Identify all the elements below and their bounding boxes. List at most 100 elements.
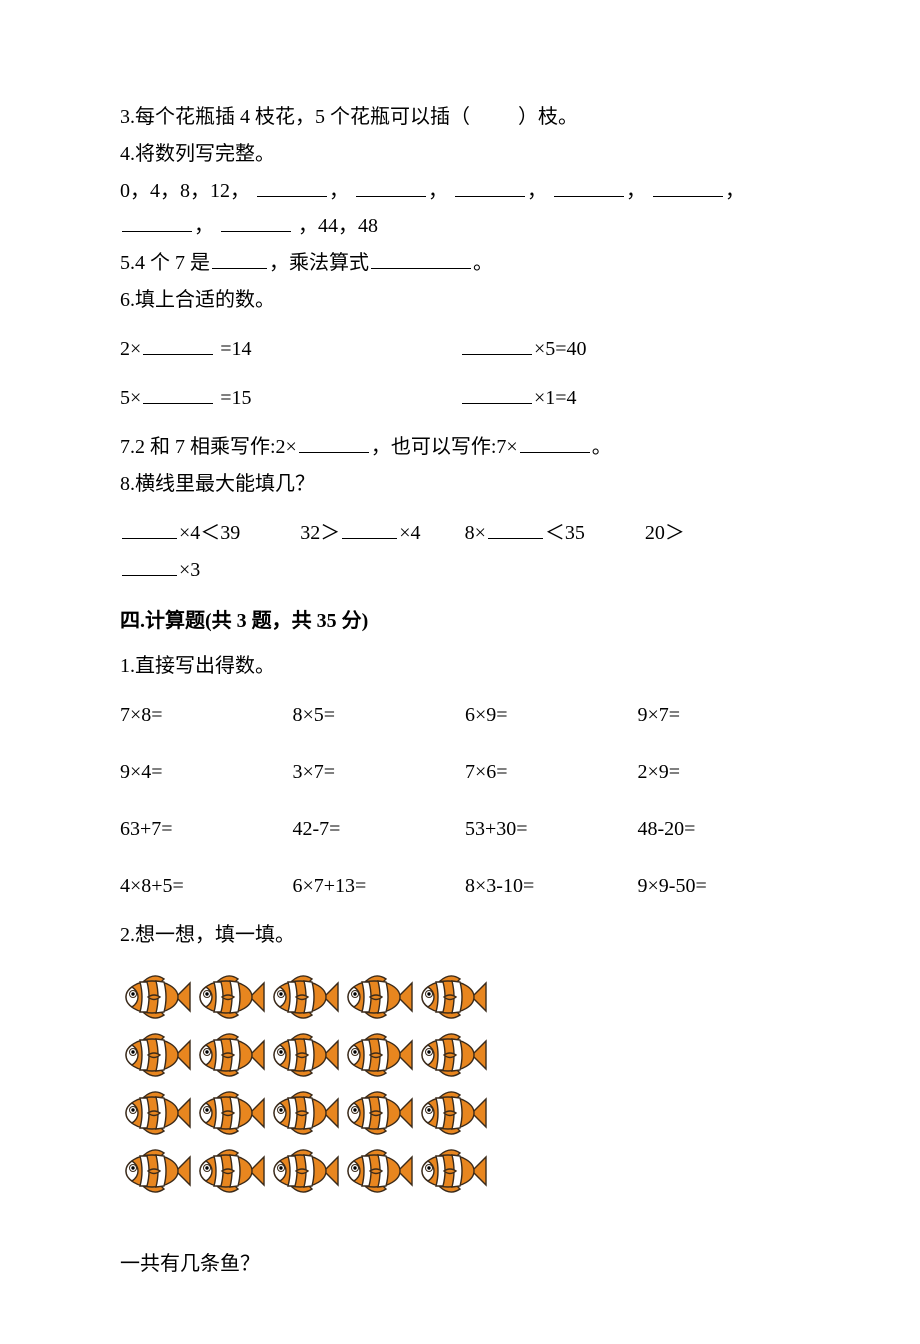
q6-r2a-blank[interactable] (143, 382, 213, 404)
calc-q2-title: 2.想一想，填一填。 (120, 918, 800, 953)
q7-blank-2[interactable] (520, 431, 590, 453)
q5-blank-1[interactable] (212, 247, 267, 269)
q6-row2: 5× =15 ×1=4 (120, 381, 800, 416)
q8-2-pre: 32＞ (300, 522, 340, 544)
q8-4-suf: ×3 (179, 559, 200, 581)
q8-item-2: 32＞ ×4 (300, 516, 420, 551)
q4-sequence: 0，4，8，12， ， ， ， ， ， ， ，44，48 (120, 174, 800, 244)
q4-blank-4[interactable] (554, 175, 624, 197)
fish-illustration (120, 969, 800, 1199)
q8-1-suf: ×4＜39 (179, 522, 240, 544)
q6-row1: 2× =14 ×5=40 (120, 332, 800, 367)
q8-title: 8.横线里最大能填几？ (120, 467, 800, 502)
q8-3-pre: 8× (465, 522, 486, 544)
fish-icon (342, 1027, 414, 1083)
q4-blank-7[interactable] (221, 210, 291, 232)
q6-r1a-pref: 2× (120, 338, 141, 360)
q7: 7.2 和 7 相乘写作:2×，也可以写作:7×。 (120, 430, 800, 465)
calc-cell: 4×8+5= (120, 869, 283, 904)
fish-row (120, 1027, 800, 1083)
q6-r2a-suf: =15 (215, 387, 251, 409)
section-4-title: 四.计算题(共 3 题，共 35 分) (120, 604, 800, 639)
q8-row: ×4＜39 32＞ ×4 8× ＜35 20＞ (120, 516, 800, 551)
q8-item-3: 8× ＜35 (465, 516, 585, 551)
calc-cell: 2×9= (638, 755, 801, 790)
q4-blank-3[interactable] (455, 175, 525, 197)
calc-q1-title: 1.直接写出得数。 (120, 649, 800, 684)
q6-title: 6.填上合适的数。 (120, 283, 800, 318)
fish-icon (120, 1085, 192, 1141)
fish-icon (194, 1085, 266, 1141)
q3-text-a: 3.每个花瓶插 4 枝花，5 个花瓶可以插（ (120, 106, 470, 128)
q6-r1a: 2× =14 (120, 332, 460, 367)
q6-r2b-blank[interactable] (462, 382, 532, 404)
fish-icon (194, 969, 266, 1025)
calc-cell: 9×4= (120, 755, 283, 790)
q6-r1b-blank[interactable] (462, 333, 532, 355)
q5-a: 5.4 个 7 是 (120, 252, 210, 274)
calc-cell: 48-20= (638, 812, 801, 847)
q6-r1a-suf: =14 (215, 338, 251, 360)
q4-suffix: ，44，48 (298, 215, 378, 237)
q8-2-suf: ×4 (399, 522, 420, 544)
calc-q2-ask: 一共有几条鱼？ (120, 1247, 800, 1282)
q6-r2b: ×1=4 (460, 381, 800, 416)
q8-4-pre: 20＞ (645, 522, 685, 544)
fish-icon (416, 1027, 488, 1083)
q8-item-4: 20＞ (645, 516, 685, 551)
fish-icon (268, 1027, 340, 1083)
fish-icon (268, 1085, 340, 1141)
q4-blank-6[interactable] (122, 210, 192, 232)
fish-row (120, 1085, 800, 1141)
q8-blank-4[interactable] (122, 554, 177, 576)
calc-cell: 8×5= (293, 698, 456, 733)
fish-icon (120, 969, 192, 1025)
q4-blank-5[interactable] (653, 175, 723, 197)
q6-r2a-pref: 5× (120, 387, 141, 409)
q5-blank-2[interactable] (371, 247, 471, 269)
q3: 3.每个花瓶插 4 枝花，5 个花瓶可以插（ ）枝。 (120, 100, 800, 135)
calc-cell: 9×7= (638, 698, 801, 733)
calc-cell: 53+30= (465, 812, 628, 847)
q6-r2b-suf: ×1=4 (534, 387, 577, 409)
fish-row (120, 969, 800, 1025)
q6-r1a-blank[interactable] (143, 333, 213, 355)
q7-blank-1[interactable] (299, 431, 369, 453)
calc-cell: 42-7= (293, 812, 456, 847)
fish-icon (416, 1143, 488, 1199)
q4-blank-1[interactable] (257, 175, 327, 197)
fish-icon (416, 969, 488, 1025)
fish-icon (342, 1085, 414, 1141)
q4-prefix: 0，4，8，12， (120, 180, 250, 202)
q5-c: 。 (473, 252, 493, 274)
fish-icon (416, 1085, 488, 1141)
q6-r1b: ×5=40 (460, 332, 800, 367)
q8-blank-1[interactable] (122, 517, 177, 539)
q5-b: ，乘法算式 (269, 252, 369, 274)
q6-r2a: 5× =15 (120, 381, 460, 416)
calc-cell: 9×9-50= (638, 869, 801, 904)
fish-icon (268, 1143, 340, 1199)
fish-icon (194, 1027, 266, 1083)
calc-cell: 6×9= (465, 698, 628, 733)
q8-3-suf: ＜35 (545, 522, 585, 544)
fish-icon (120, 1143, 192, 1199)
q8-blank-3[interactable] (488, 517, 543, 539)
q8-blank-2[interactable] (342, 517, 397, 539)
calc-cell: 8×3-10= (465, 869, 628, 904)
calc-cell: 7×6= (465, 755, 628, 790)
q8-row-cont: ×3 (120, 553, 800, 588)
q5: 5.4 个 7 是 ，乘法算式 。 (120, 246, 800, 281)
calc-cell: 6×7+13= (293, 869, 456, 904)
fish-icon (268, 969, 340, 1025)
q4-blank-2[interactable] (356, 175, 426, 197)
calc-cell: 3×7= (293, 755, 456, 790)
q3-text-b: ）枝。 (518, 106, 578, 128)
fish-icon (194, 1143, 266, 1199)
q7-a: 7.2 和 7 相乘写作:2× (120, 436, 297, 458)
fish-icon (342, 969, 414, 1025)
fish-row (120, 1143, 800, 1199)
fish-icon (342, 1143, 414, 1199)
q4-title: 4.将数列写完整。 (120, 137, 800, 172)
fish-icon (120, 1027, 192, 1083)
